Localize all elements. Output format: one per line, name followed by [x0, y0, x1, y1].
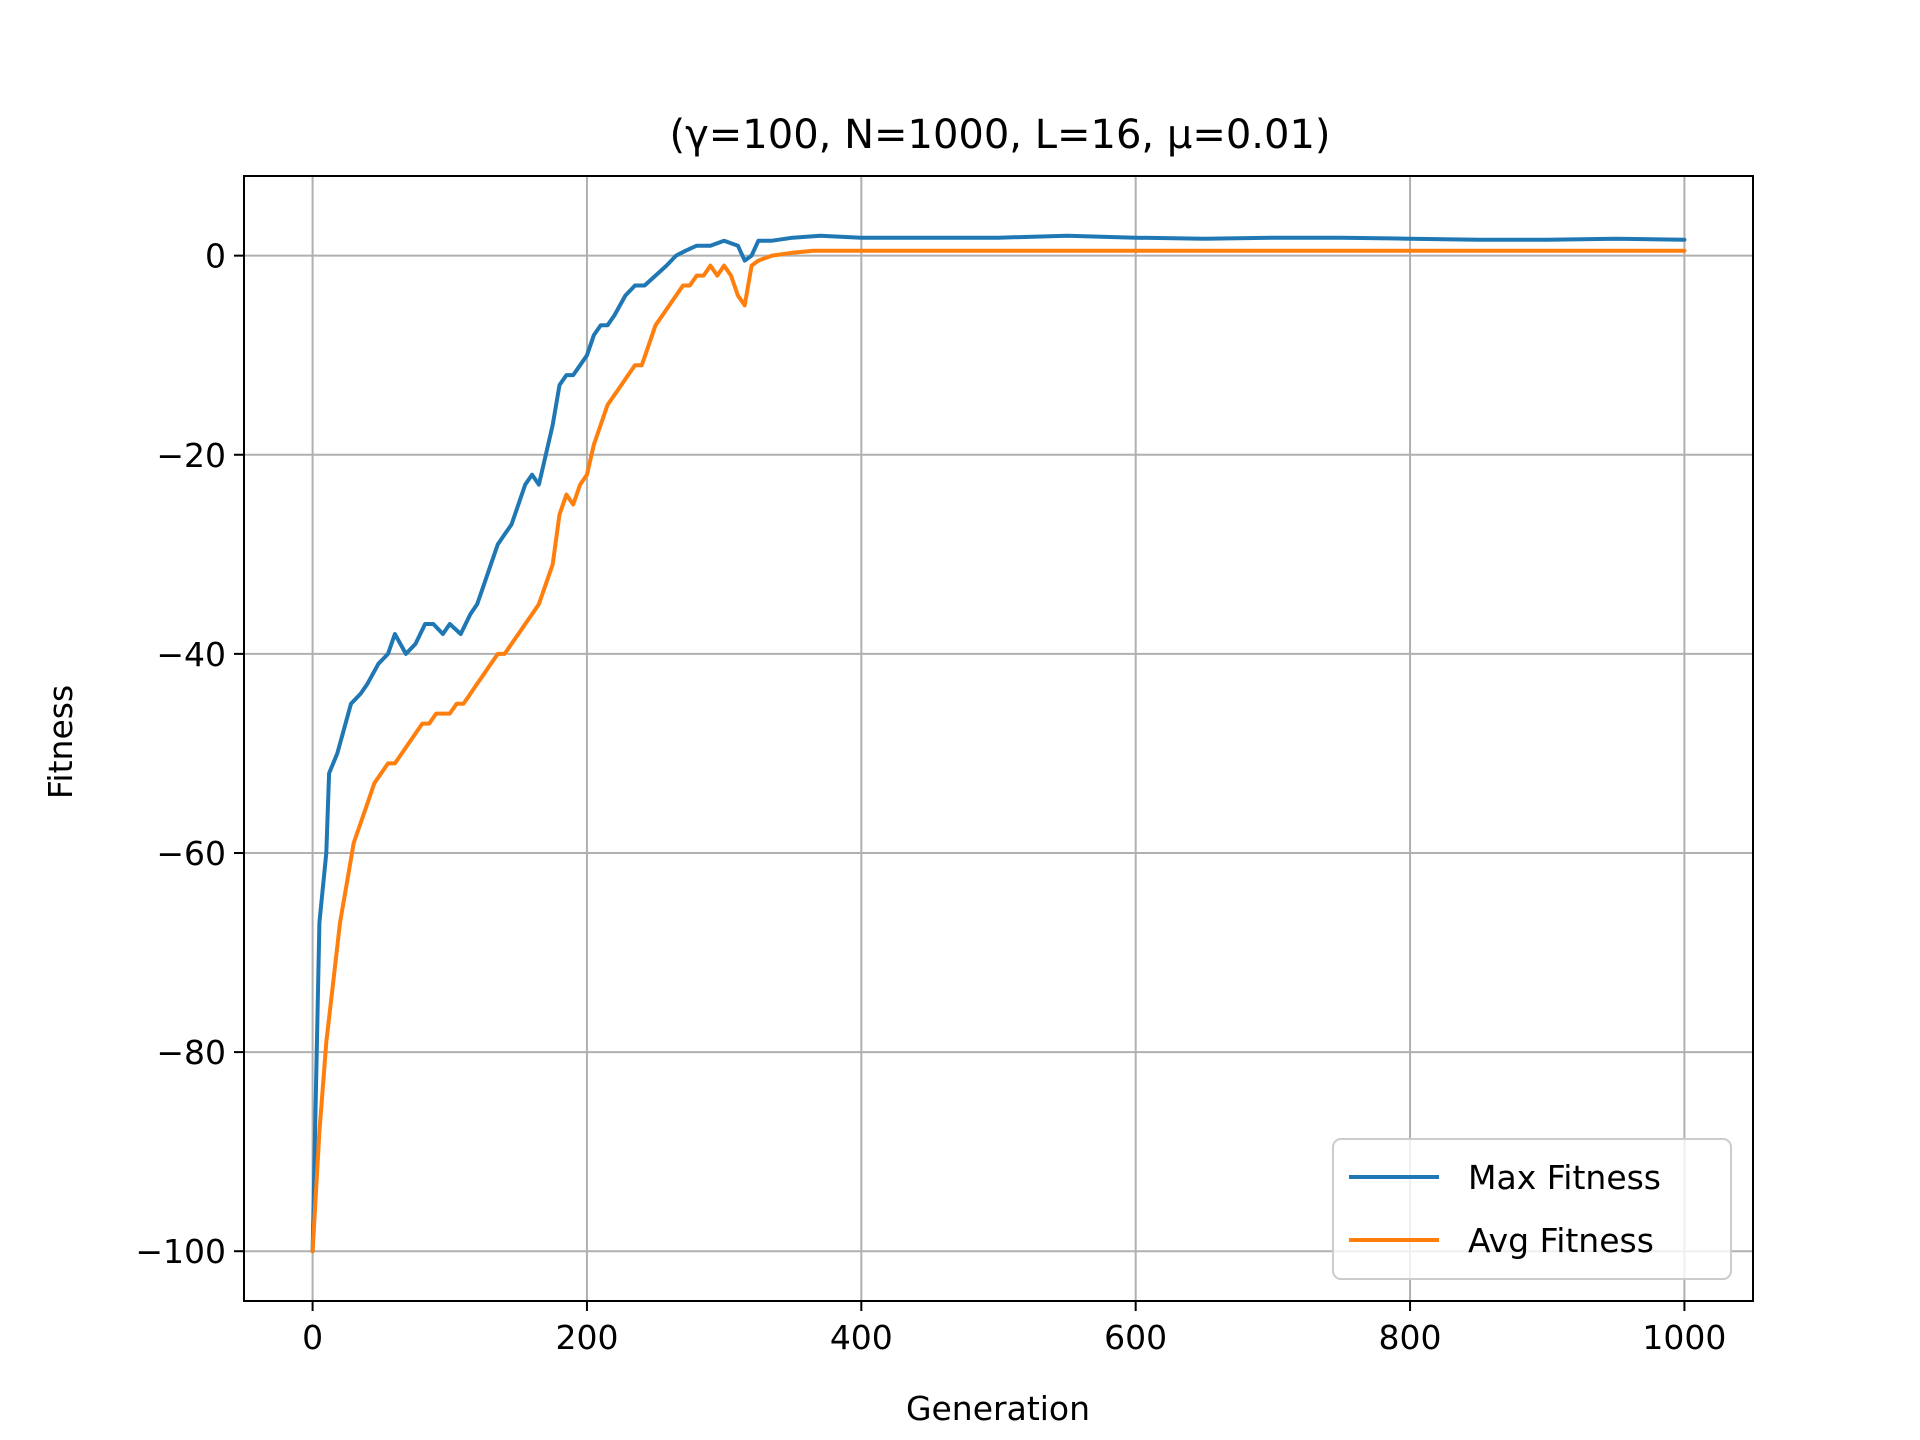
y-tick-label: −60 — [156, 834, 226, 873]
x-tick-label: 200 — [555, 1318, 618, 1357]
y-tick-label: 0 — [205, 237, 226, 276]
legend-box — [1332, 1138, 1732, 1280]
y-axis-label: Fitness — [41, 685, 80, 799]
x-tick-label: 600 — [1104, 1318, 1167, 1357]
axis-ticks: 0 200 400 600 800 1000 0 −20 −40 −60 −80 −100 — [135, 237, 1726, 1357]
legend-label-avg-fitness: Avg Fitness — [1468, 1221, 1654, 1260]
y-tick-label: −80 — [156, 1033, 226, 1072]
series-layer — [310, 233, 1687, 1254]
x-tick-label: 400 — [830, 1318, 893, 1357]
y-tick-label: −100 — [135, 1232, 226, 1271]
series-line-avg-fitness — [310, 248, 1687, 1254]
chart-title: (γ=100, N=1000, L=16, μ=0.01) — [670, 112, 1331, 158]
x-axis-label: Generation — [906, 1389, 1090, 1428]
y-tick-label: −20 — [156, 436, 226, 475]
y-tick-label: −40 — [156, 635, 226, 674]
x-tick-label: 800 — [1379, 1318, 1442, 1357]
x-tick-label: 1000 — [1642, 1318, 1726, 1357]
legend-label-max-fitness: Max Fitness — [1468, 1158, 1661, 1197]
legend: Max Fitness Avg Fitness — [1332, 1138, 1732, 1280]
series-line-max-fitness — [310, 233, 1687, 1254]
plot-frame — [243, 175, 1754, 1302]
x-tick-label: 0 — [302, 1318, 323, 1357]
